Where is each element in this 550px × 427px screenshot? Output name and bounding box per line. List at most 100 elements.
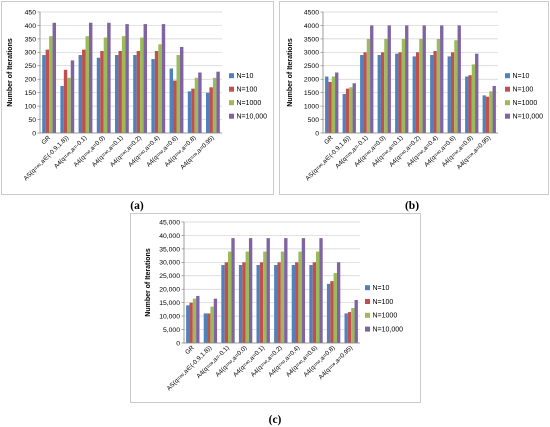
y-axis-label: Number of Iterations: [145, 248, 152, 317]
bar: [136, 50, 141, 133]
y-tick-label: 25,000: [159, 273, 180, 280]
bar: [405, 25, 409, 134]
bar: [60, 85, 64, 133]
chart-c: 0 5,000 10,000 15,000 20,000 25,000 30,000 35,0…: [130, 213, 421, 403]
bar: [242, 262, 246, 343]
y-tick-label: 30,000: [159, 260, 180, 267]
bar: [158, 44, 162, 134]
bar: [333, 273, 337, 343]
bar: [471, 64, 476, 133]
legend-label: N=10: [373, 285, 390, 292]
bar: [198, 72, 202, 133]
bar: [468, 75, 472, 133]
legend-swatch: [505, 73, 510, 79]
bar: [114, 55, 119, 134]
bar: [125, 24, 129, 134]
legend-label: N=10,000: [373, 326, 404, 333]
panel-label: (a): [130, 200, 144, 212]
bar: [67, 77, 71, 133]
bar: [415, 52, 420, 134]
bar: [78, 55, 83, 134]
bar: [96, 57, 101, 133]
legend-label: N=100: [237, 87, 258, 94]
y-tick-label: 500: [308, 117, 320, 124]
y-tick-label: 15,000: [159, 300, 180, 307]
y-tick-label: 150: [25, 90, 37, 97]
bar: [187, 91, 192, 133]
x-tick-label: GR: [184, 344, 196, 356]
bar: [325, 76, 329, 133]
bar: [326, 283, 331, 343]
legend: N=10 N=100 N=1000 N=10,000: [365, 285, 403, 333]
bar: [319, 238, 323, 343]
y-tick-label: 4500: [304, 9, 319, 16]
legend-swatch: [505, 113, 510, 119]
bar: [342, 94, 346, 133]
bar: [70, 60, 75, 133]
bar: [284, 238, 288, 343]
bar: [412, 56, 416, 133]
bar: [194, 77, 199, 133]
bar: [45, 49, 50, 134]
bar: [259, 262, 264, 343]
bar: [345, 88, 350, 133]
bar: [298, 251, 302, 343]
legend-label: N=100: [513, 87, 534, 94]
bar: [154, 50, 159, 133]
bar: [118, 50, 122, 133]
legend-swatch: [365, 299, 370, 304]
bar: [370, 25, 374, 134]
bar: [352, 83, 356, 133]
chart-b: 050010001500200025003000350040004500GRAS…: [279, 1, 549, 195]
bar: [274, 265, 278, 343]
y-tick-label: 20,000: [159, 287, 180, 294]
bar: [176, 55, 180, 134]
bar: [210, 306, 214, 343]
bar: [221, 265, 225, 343]
bar: [224, 262, 228, 343]
bar: [430, 55, 434, 134]
bar: [440, 25, 444, 134]
bar: [363, 52, 367, 134]
bar: [351, 308, 355, 343]
bar: [380, 52, 385, 134]
y-axis-label: Number of Iterations: [7, 38, 14, 107]
bar: [347, 312, 352, 343]
bar: [100, 50, 104, 133]
bar: [465, 76, 469, 133]
bar: [316, 251, 320, 343]
bar: [266, 238, 270, 343]
y-tick-label: 300: [25, 50, 37, 57]
legend-label: N=10,000: [237, 114, 268, 121]
legend-label: N=1000: [373, 313, 398, 320]
legend-swatch: [365, 326, 370, 332]
bar: [291, 265, 296, 343]
bar: [52, 22, 57, 134]
y-tick-label: 0: [315, 130, 319, 137]
bar: [245, 251, 249, 343]
bar: [482, 95, 486, 133]
bar: [49, 36, 53, 134]
bar: [191, 88, 195, 133]
legend-label: N=10: [513, 73, 530, 80]
y-tick-label: 0: [176, 340, 180, 347]
y-tick-label: 45,000: [159, 219, 180, 226]
bar: [42, 55, 46, 134]
bar: [189, 302, 193, 343]
bar: [248, 238, 253, 343]
bar: [398, 52, 402, 134]
bar: [349, 87, 353, 133]
chart-a: 050100150200250300350400450GRAS(q=∞,a∈(-…: [1, 1, 274, 195]
bar: [179, 46, 184, 134]
bar: [263, 251, 267, 343]
bar: [88, 22, 93, 134]
bar: [256, 265, 260, 343]
bar: [360, 55, 364, 134]
bar: [489, 91, 493, 133]
bar: [238, 265, 243, 343]
bar: [344, 313, 348, 343]
bar: [475, 53, 479, 133]
y-axis-label: Number of Iterations: [287, 38, 294, 107]
bar: [419, 38, 423, 134]
